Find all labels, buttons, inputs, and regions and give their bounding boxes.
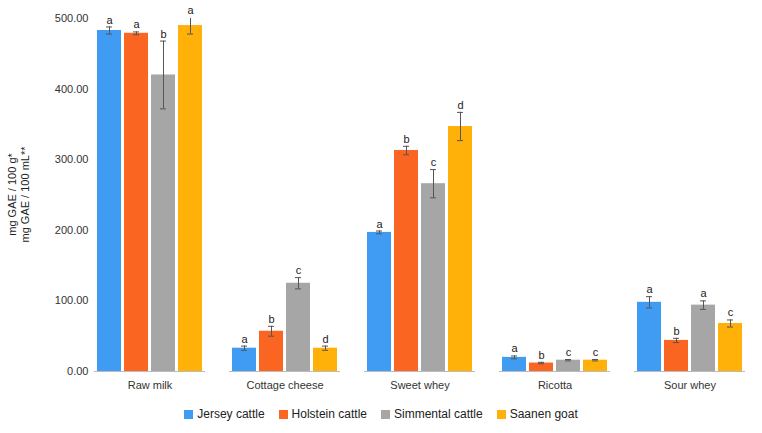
svg-text:b: b	[538, 349, 544, 361]
svg-text:Sweet whey: Sweet whey	[390, 379, 450, 391]
svg-text:c: c	[296, 264, 302, 276]
svg-text:b: b	[268, 313, 274, 325]
svg-text:b: b	[160, 28, 166, 40]
html-text:Simmental cattle: Simmental cattle	[394, 407, 483, 421]
html-text:Saanen goat: Saanen goat	[509, 407, 578, 421]
svg-text:c: c	[728, 306, 734, 318]
svg-text:c: c	[566, 346, 572, 358]
svg-text:a: a	[106, 13, 113, 25]
svg-text:100.00: 100.00	[55, 294, 89, 306]
svg-text:Sour whey: Sour whey	[664, 379, 716, 391]
svg-text:mg GAE / 100 g*mg GAE / 100 mL: mg GAE / 100 g*mg GAE / 100 mL**	[6, 146, 31, 243]
svg-text:Ricotta: Ricotta	[538, 379, 573, 391]
svg-text:400.00: 400.00	[55, 83, 89, 95]
svg-text:0.00: 0.00	[67, 365, 88, 377]
svg-text:c: c	[593, 346, 599, 358]
svg-text:a: a	[133, 18, 140, 30]
html-text:Jersey cattle: Jersey cattle	[197, 407, 265, 421]
svg-text:a: a	[187, 4, 194, 16]
svg-text:a: a	[241, 333, 248, 345]
svg-text:Cottage cheese: Cottage cheese	[246, 379, 323, 391]
html-text:Holstein cattle: Holstein cattle	[291, 407, 367, 421]
svg-text:a: a	[376, 218, 383, 230]
svg-text:a: a	[700, 287, 707, 299]
svg-text:d: d	[322, 333, 328, 345]
svg-text:300.00: 300.00	[55, 153, 89, 165]
svg-text:c: c	[431, 156, 437, 168]
svg-text:a: a	[511, 342, 518, 354]
svg-text:d: d	[457, 99, 463, 111]
svg-text:a: a	[646, 283, 653, 295]
svg-text:b: b	[673, 325, 679, 337]
svg-text:200.00: 200.00	[55, 224, 89, 236]
svg-text:b: b	[403, 133, 409, 145]
svg-text:Raw milk: Raw milk	[128, 379, 173, 391]
svg-text:500.00: 500.00	[55, 12, 89, 24]
